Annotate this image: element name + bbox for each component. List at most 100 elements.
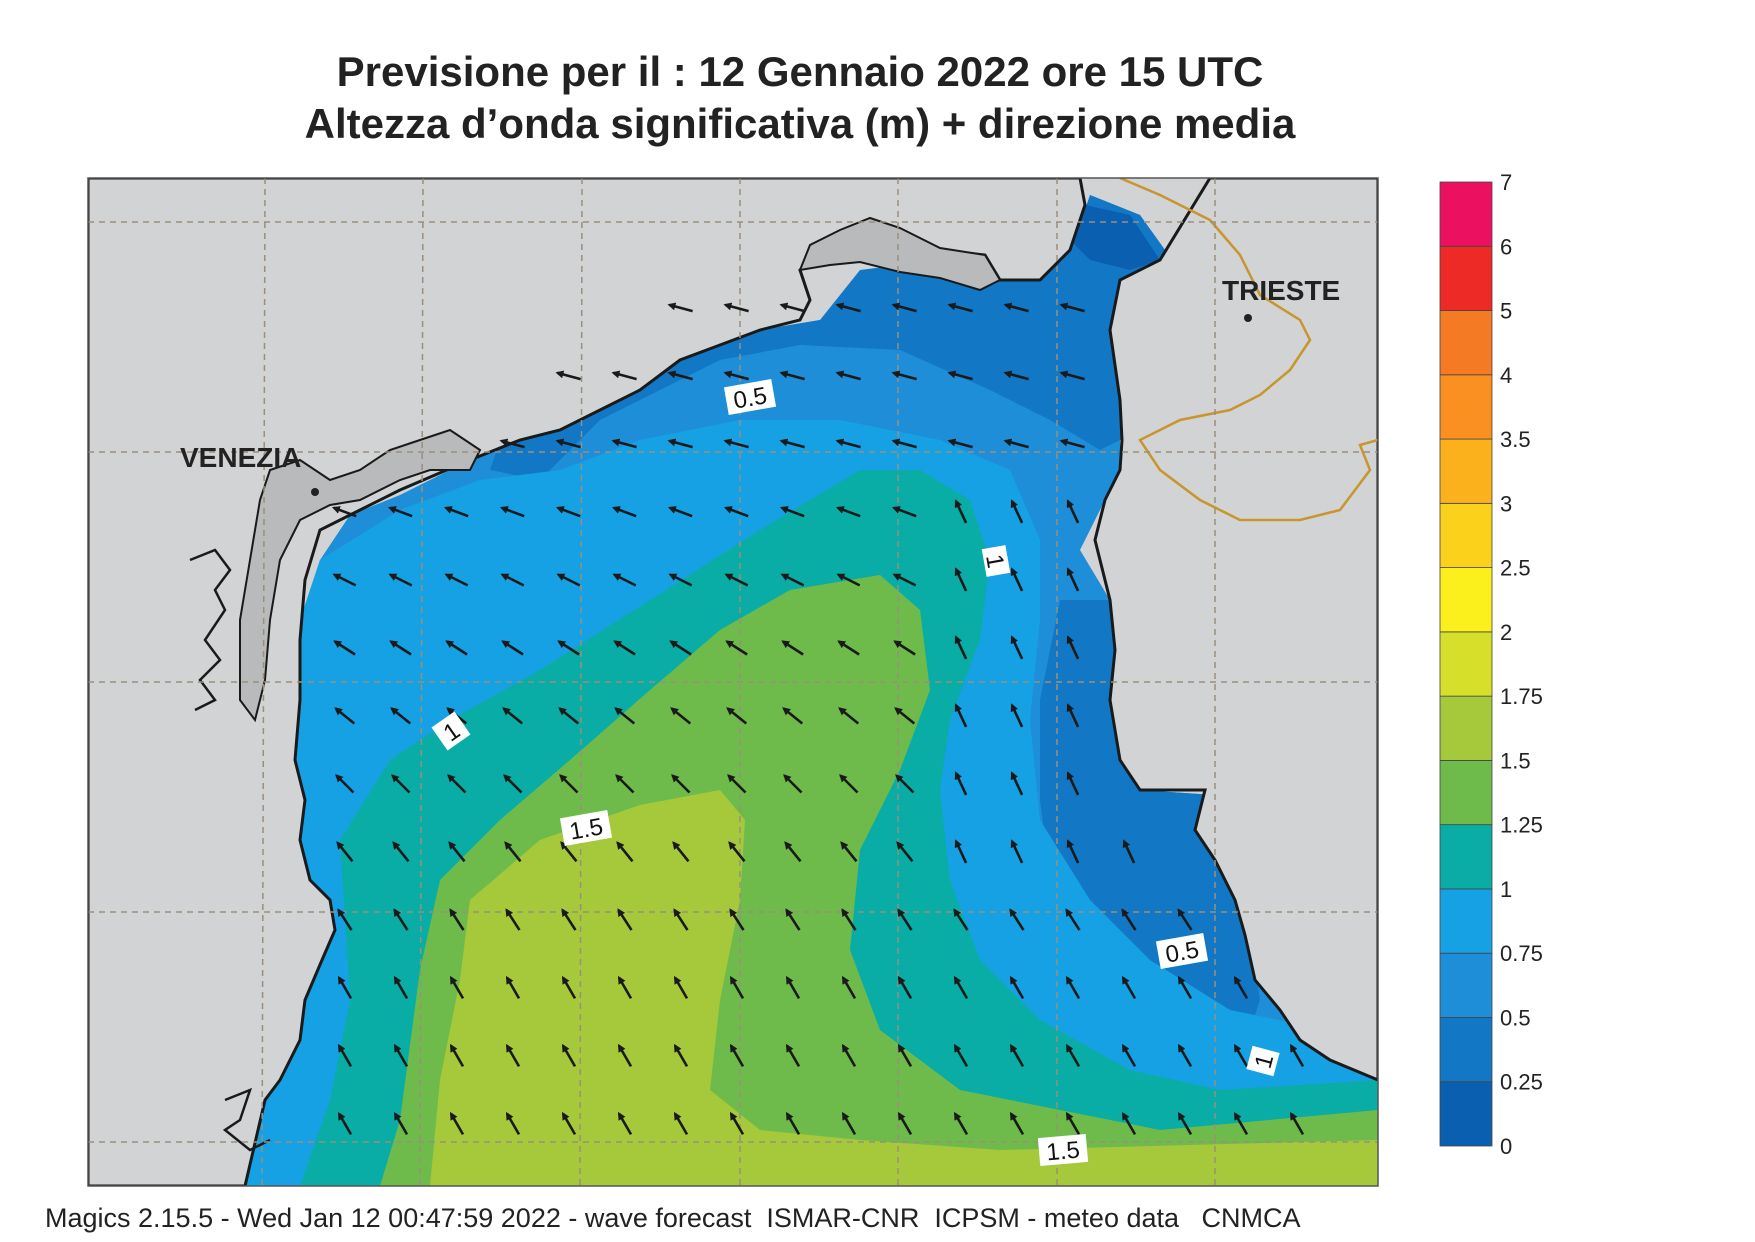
venice-lagoon-islands: [239, 428, 482, 723]
wave-direction-arrow: [444, 573, 469, 587]
legend-color-box: [1439, 310, 1493, 376]
wave-direction-arrow: [841, 908, 857, 931]
wave-direction-arrow: [779, 302, 805, 313]
wave-direction-arrow: [954, 839, 968, 864]
wave-direction-arrow: [667, 302, 693, 313]
wave-direction-arrow: [1065, 975, 1081, 1000]
wave-direction-arrow: [1010, 635, 1024, 660]
wave-direction-arrow: [499, 438, 525, 449]
contour-label: 1.5: [1045, 1137, 1081, 1167]
wave-direction-arrow: [332, 573, 357, 587]
wave-direction-arrow: [838, 707, 860, 725]
wave-direction-arrow: [337, 908, 353, 931]
wave-direction-arrow: [953, 975, 969, 1000]
legend-color-box: [1439, 374, 1493, 440]
wave-direction-arrow: [1003, 302, 1029, 313]
wave-direction-arrow: [1059, 438, 1085, 449]
title-line-2: Altezza d’onda significativa (m) + direz…: [304, 100, 1296, 147]
wave-direction-arrow: [1066, 839, 1080, 864]
wave-direction-arrow: [392, 841, 410, 863]
wave-direction-arrow: [723, 438, 749, 449]
wave-direction-arrow: [1010, 839, 1024, 864]
wave-direction-arrow: [953, 1043, 969, 1068]
wave-direction-arrow: [784, 841, 802, 863]
wave-direction-arrow: [500, 573, 525, 587]
wave-direction-arrow: [729, 1111, 745, 1136]
wave-direction-arrow: [727, 774, 747, 794]
wave-direction-arrow: [1066, 771, 1080, 796]
wave-direction-arrow: [893, 640, 916, 656]
wave-direction-arrow: [393, 1111, 409, 1136]
legend-level-label: 0.5: [1500, 1005, 1531, 1030]
map-frame: [87, 177, 1379, 1187]
wave-direction-arrow: [780, 573, 805, 587]
wave-direction-arrow: [785, 975, 801, 1000]
istria-land: [1093, 178, 1378, 1082]
wave-direction-arrow: [611, 506, 637, 518]
wave-direction-arrow: [389, 640, 412, 656]
wave-direction-arrow: [729, 908, 745, 931]
wave-direction-arrow: [391, 774, 411, 794]
wave-direction-arrow: [611, 438, 637, 449]
wave-direction-arrow: [895, 774, 915, 794]
city-label-venezia: VENEZIA: [180, 442, 301, 473]
legend-level-label: 0.25: [1500, 1070, 1543, 1095]
wave-direction-arrow: [779, 506, 805, 518]
venice-marker: [311, 488, 319, 496]
wave-direction-arrow: [499, 506, 525, 518]
wave-direction-arrow: [559, 774, 579, 794]
wave-direction-arrow: [1233, 1111, 1249, 1136]
wave-direction-arrow: [671, 774, 691, 794]
legend-color-box: [1439, 1017, 1493, 1083]
wave-direction-arrow: [785, 908, 801, 931]
legend-color-box: [1439, 567, 1493, 633]
wave-direction-arrow: [729, 1043, 745, 1068]
wave-direction-arrow: [891, 506, 917, 518]
wave-direction-arrow: [449, 908, 465, 931]
wave-direction-arrow: [841, 975, 857, 1000]
legend-color-box: [1439, 438, 1493, 504]
wave-direction-arrow: [894, 707, 916, 725]
wave-direction-arrow: [334, 707, 356, 725]
wave-direction-arrow: [505, 908, 521, 931]
wave-direction-arrow: [1059, 302, 1085, 313]
wave-direction-arrow: [891, 370, 917, 381]
wave-direction-arrow: [1010, 567, 1024, 592]
wave-direction-arrow: [837, 640, 860, 656]
wave-direction-arrow: [1289, 1043, 1305, 1068]
wave-direction-arrow: [560, 841, 578, 863]
wave-direction-arrow: [1010, 703, 1024, 728]
wave-direction-arrow: [617, 975, 633, 1000]
legend-level-label: 4: [1500, 363, 1512, 388]
legend-level-label: 0.75: [1500, 941, 1543, 966]
wave-direction-arrow: [667, 438, 693, 449]
wave-direction-arrow: [954, 567, 968, 592]
wave-direction-arrow: [670, 707, 692, 725]
wave-direction-arrow: [723, 506, 749, 518]
wave-direction-arrow: [836, 573, 861, 587]
legend-level-label: 2: [1500, 620, 1512, 645]
wave-direction-arrow: [611, 370, 637, 381]
wave-direction-arrow: [556, 573, 581, 587]
wave-direction-arrow: [1177, 908, 1193, 931]
wave-direction-arrow: [953, 908, 969, 931]
wave-direction-arrow: [954, 635, 968, 660]
wave-direction-arrow: [387, 506, 413, 518]
wave-direction-arrow: [1065, 1043, 1081, 1068]
wave-direction-arrow: [835, 302, 861, 313]
wave-direction-arrow: [954, 771, 968, 796]
legend-color-box: [1439, 760, 1493, 826]
contour-label: 0.5: [1163, 936, 1201, 968]
wave-direction-arrow: [561, 975, 577, 1000]
legend-level-label: 1.75: [1500, 684, 1543, 709]
wave-direction-arrow: [781, 640, 804, 656]
trieste-marker: [1244, 314, 1252, 322]
wave-direction-arrow: [393, 908, 409, 931]
wave-direction-arrow: [779, 438, 805, 449]
legend-color-box: [1439, 824, 1493, 890]
wave-direction-arrow: [891, 302, 917, 313]
lagoon-islands: [798, 216, 1002, 292]
wave-direction-arrow: [393, 1043, 409, 1068]
wave-direction-arrow: [1009, 1111, 1025, 1136]
wave-direction-arrow: [448, 841, 466, 863]
